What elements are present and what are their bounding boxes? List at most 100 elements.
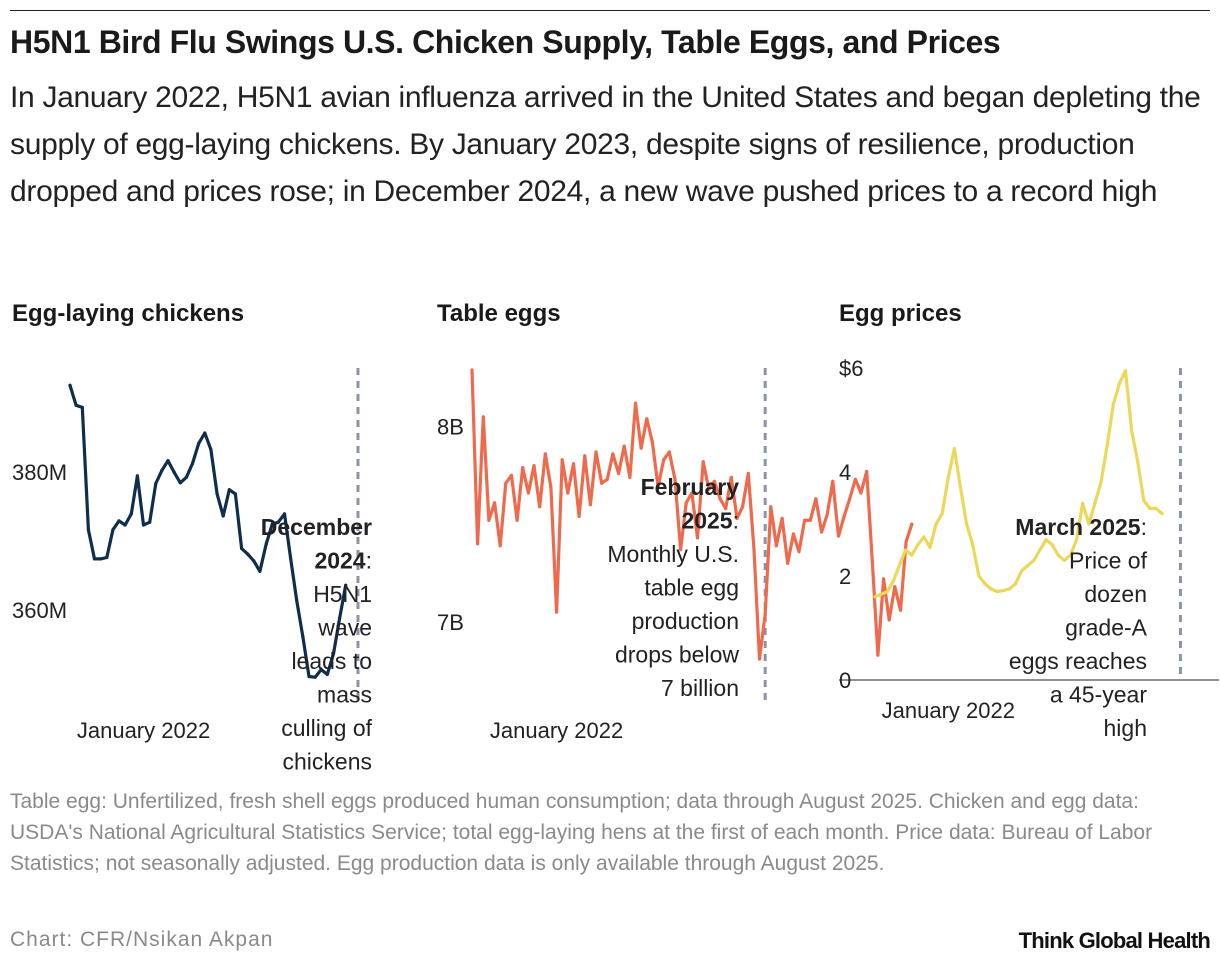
eggs-data-point: [814, 497, 818, 501]
prices-data-point: [885, 590, 889, 594]
prices-y-tick-label: $6: [839, 356, 863, 381]
chickens-data-point: [203, 431, 207, 435]
eggs-data-point: [577, 514, 581, 518]
chickens-data-point: [68, 383, 72, 387]
eggs-data-point: [865, 469, 869, 474]
prices-data-point: [995, 590, 999, 594]
chickens-panel: Egg-laying chickens 360M 380M January 2022…: [12, 300, 412, 785]
prices-data-point: [1081, 501, 1085, 505]
prices-data-point: [910, 553, 914, 557]
prices-annotation-line: grade-A: [1065, 615, 1147, 641]
prices-data-point: [1020, 569, 1024, 573]
eggs-x-tick-label: January 2022: [490, 718, 623, 743]
prices-data-point: [1154, 506, 1158, 510]
prices-y-tick-label: 2: [839, 564, 851, 589]
prices-data-point: [958, 486, 963, 490]
chickens-data-point: [209, 448, 213, 452]
eggs-data-point: [566, 491, 570, 495]
prices-data-point: [928, 545, 932, 549]
chickens-panel-title: Egg-laying chickens: [12, 300, 245, 327]
top-rule: [10, 10, 1210, 11]
eggs-data-point: [893, 585, 897, 589]
chickens-data-point: [154, 481, 158, 486]
eggs-data-point: [650, 440, 654, 444]
eggs-data-point: [583, 454, 587, 458]
chart-subtitle: In January 2022, H5N1 avian influenza ar…: [10, 81, 1201, 208]
chickens-data-point: [166, 459, 170, 463]
eggs-data-point: [763, 612, 767, 616]
eggs-data-point: [633, 401, 638, 405]
chickens-data-point: [117, 519, 121, 523]
eggs-data-point: [882, 577, 886, 581]
prices-annotation-line: Price of: [1069, 548, 1148, 574]
eggs-data-point: [673, 477, 677, 481]
eggs-data-point: [487, 518, 491, 522]
eggs-annotation-line: table egg: [644, 575, 739, 601]
eggs-data-point: [543, 452, 547, 456]
eggs-data-point: [538, 505, 542, 509]
eggs-data-point: [870, 559, 874, 563]
eggs-data-point: [707, 487, 711, 491]
prices-data-point: [1148, 506, 1152, 510]
prices-data-point: [1160, 512, 1164, 516]
chickens-annotation-line: H5N1: [313, 581, 372, 607]
eggs-data-point: [746, 471, 750, 476]
prices-data-point: [891, 579, 895, 583]
prices-annotation-line: eggs reaches: [1009, 648, 1147, 674]
eggs-data-point: [836, 534, 841, 538]
chickens-data-point: [160, 468, 164, 472]
chart-credit: Chart: CFR/Nsikan Akpan: [10, 928, 274, 951]
eggs-data-point: [842, 514, 846, 518]
chickens-data-point: [80, 405, 84, 409]
eggs-data-point: [684, 501, 688, 505]
eggs-y-tick-label: 7B: [437, 610, 464, 635]
chickens-data-point: [197, 441, 201, 445]
prices-data-point: [1111, 402, 1115, 406]
chickens-data-point: [258, 569, 262, 573]
prices-data-point: [1117, 382, 1121, 386]
eggs-data-point: [701, 460, 705, 464]
chickens-data-point: [264, 542, 268, 546]
eggs-data-point: [645, 417, 649, 421]
chickens-data-point: [276, 520, 280, 524]
eggs-data-point: [757, 657, 762, 661]
eggs-data-point: [611, 452, 615, 456]
prices-data-point: [873, 595, 877, 599]
eggs-data-point: [509, 473, 514, 477]
eggs-data-point: [910, 522, 914, 526]
chickens-data-point: [172, 470, 176, 474]
eggs-data-point: [904, 540, 908, 544]
eggs-data-point: [859, 491, 863, 495]
eggs-data-point: [786, 561, 790, 565]
chickens-data-point: [111, 528, 115, 532]
eggs-data-point: [662, 458, 666, 462]
prices-data-point: [977, 574, 981, 578]
eggs-data-point: [521, 466, 525, 470]
eggs-data-point: [848, 497, 852, 501]
eggs-data-point: [741, 505, 745, 509]
eggs-data-point: [797, 550, 801, 554]
prices-x-tick-label: January 2022: [882, 698, 1015, 723]
eggs-data-point: [549, 485, 553, 489]
prices-data-point: [1093, 501, 1097, 505]
eggs-annotation-line: drops below: [615, 642, 739, 668]
chickens-series-line: [68, 383, 348, 679]
chickens-data-point: [313, 675, 317, 679]
eggs-data-point: [679, 548, 683, 552]
eggs-data-point: [729, 475, 733, 479]
eggs-data-point: [887, 618, 891, 622]
eggs-data-point: [820, 530, 824, 534]
chickens-data-point: [74, 403, 78, 407]
chickens-data-point: [227, 488, 231, 492]
prices-data-point: [1032, 558, 1036, 562]
prices-data-point: [1136, 460, 1140, 464]
eggs-annotation-line: 2025:: [681, 508, 739, 534]
eggs-data-point: [825, 512, 829, 517]
eggs-data-point: [735, 516, 739, 520]
prices-data-point: [1068, 553, 1073, 557]
chickens-annotation-line: mass: [317, 682, 372, 708]
eggs-data-point: [898, 608, 903, 612]
chickens-data-point: [135, 474, 139, 478]
eggs-data-point: [667, 450, 671, 454]
eggs-annotation-line: 7 billion: [661, 675, 739, 701]
